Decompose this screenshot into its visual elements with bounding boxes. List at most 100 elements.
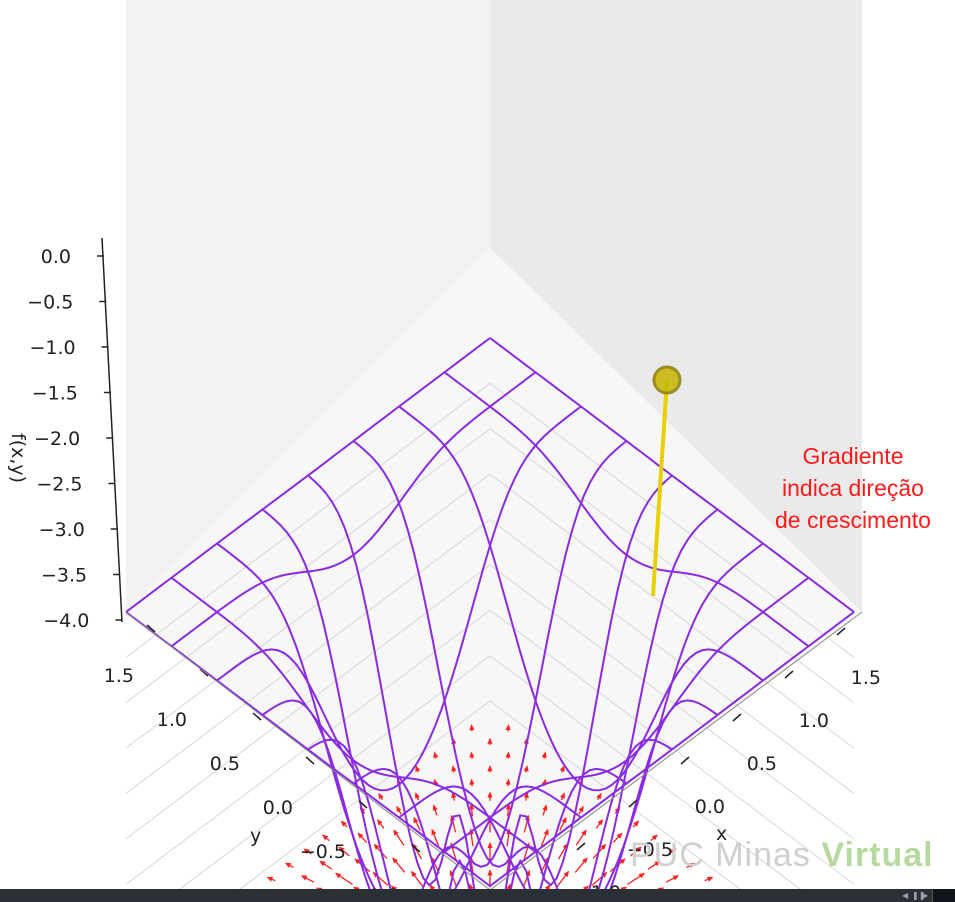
gradient-arrowhead — [487, 842, 493, 848]
annotation-line-3: de crescimento — [775, 507, 931, 533]
surface-line-y — [170, 576, 537, 853]
y-tick-mark — [305, 756, 315, 765]
gridline-z — [489, 655, 819, 902]
x-tick-mark — [576, 842, 586, 851]
gridline-z — [125, 519, 491, 794]
back-left-pane — [126, 0, 490, 612]
gradient-arrowhead — [559, 765, 565, 772]
gradient-arrowhead — [543, 828, 549, 836]
gradient-arrowhead — [357, 832, 364, 839]
gradient-arrowhead — [542, 804, 548, 811]
gradient-arrowhead — [581, 857, 588, 864]
gradient-arrowhead — [469, 724, 475, 731]
surface-mesh — [125, 337, 855, 902]
gridline-z — [489, 700, 758, 902]
y-tick-label: −0.5 — [300, 841, 346, 863]
surface-line-x — [398, 542, 764, 902]
gradient-arrowhead — [616, 832, 623, 839]
gradient-arrowhead — [429, 884, 436, 891]
gradient-arrowhead — [688, 862, 696, 868]
x-tick-mark — [784, 670, 794, 679]
gradient-arrowhead — [303, 848, 310, 855]
z-tick-label: −2.5 — [36, 474, 82, 496]
x-tick-label: 0.5 — [747, 753, 777, 775]
gradient-arrowhead — [581, 829, 587, 836]
y-tick-label: 0.5 — [210, 753, 240, 775]
gradient-arrowhead — [633, 820, 640, 827]
gradient-arrowhead — [563, 870, 570, 878]
gradient-arrowhead — [601, 871, 608, 878]
surface-line-x — [489, 611, 855, 887]
surface-line-y — [307, 474, 673, 902]
gradient-arrowhead — [396, 805, 402, 813]
gradient-arrowhead — [706, 876, 714, 882]
gradient-arrowhead — [487, 791, 493, 798]
gradient-vector-line — [651, 379, 669, 597]
gradient-arrowhead — [451, 765, 457, 772]
gridline-z — [161, 655, 491, 902]
annotation-line-2: indica direção — [782, 475, 924, 501]
gradient-arrowhead — [560, 792, 565, 799]
gridline-z — [125, 564, 491, 840]
z-tick-label: −0.5 — [27, 292, 73, 314]
x-tick-mark — [836, 627, 846, 636]
video-thumbnail[interactable] — [932, 889, 955, 902]
gradient-arrowhead — [469, 751, 475, 758]
gradient-arrowhead — [433, 751, 439, 758]
gradient-arrowhead — [651, 834, 658, 841]
gradient-arrowhead — [410, 870, 417, 878]
back-icon[interactable]: ◀ — [902, 891, 909, 900]
gradient-arrowhead — [415, 792, 420, 799]
gradient-arrowhead — [378, 792, 384, 800]
gradient-arrowhead — [654, 860, 661, 867]
gridline-z — [489, 473, 855, 749]
gradient-arrowhead — [300, 875, 308, 881]
z-tick-label: 0.0 — [41, 246, 71, 268]
y-tick-mark — [146, 624, 156, 633]
x-tick-label: 1.5 — [851, 667, 881, 689]
gradient-arrowhead — [505, 803, 511, 810]
gradient-arrowhead — [372, 871, 379, 878]
x-tick-label: −0.5 — [627, 839, 673, 861]
gradient-arrowhead — [431, 828, 437, 836]
pause-icon[interactable]: ❚❚ — [912, 891, 926, 900]
gradient-arrowhead — [390, 885, 398, 892]
z-tick-label: −2.0 — [34, 428, 80, 450]
gradient-arrowhead — [319, 860, 326, 867]
annotation-line-1: Gradiente — [802, 443, 904, 469]
z-tick-label: −1.5 — [32, 383, 78, 405]
surface-line-x — [443, 576, 810, 853]
gradient-arrowhead — [469, 778, 475, 785]
gradient-arrowhead — [596, 792, 602, 800]
gradient-arrowhead — [523, 765, 529, 772]
y-tick-label: 0.0 — [263, 797, 293, 819]
y-tick-label: 1.5 — [104, 665, 134, 687]
x-axis-label: x — [716, 823, 727, 845]
watermark: PUC Minas Virtual — [630, 836, 934, 875]
watermark-text: PUC Minas — [630, 836, 811, 874]
y-tick-label: 1.0 — [157, 709, 187, 731]
gradient-arrowhead — [487, 869, 493, 876]
y-tick-mark — [358, 800, 368, 809]
gradient-arrowhead — [415, 765, 421, 772]
gradient-arrowhead — [373, 843, 380, 850]
forward-icon[interactable]: ▶ — [922, 891, 929, 900]
z-tick-label: −3.5 — [41, 565, 87, 587]
gridline-z — [489, 564, 855, 840]
back-right-pane — [490, 0, 862, 612]
gradient-arrowhead — [672, 875, 680, 881]
gridline-z — [125, 609, 491, 885]
floor-edge-right — [489, 611, 863, 891]
gradient-arrowhead — [432, 804, 438, 811]
gradient-arrowhead — [505, 724, 511, 731]
gridline-z — [125, 473, 491, 749]
gradient-annotation: Gradiente indica direção de crescimento — [748, 440, 955, 536]
floor-pane — [126, 248, 862, 890]
gradient-arrowhead — [338, 846, 345, 853]
x-tick-mark — [680, 756, 690, 765]
y-tick-mark — [199, 668, 209, 677]
y-tick-mark — [411, 844, 421, 853]
gradient-arrowhead — [619, 858, 626, 865]
z-tick-label: −3.0 — [39, 519, 85, 541]
